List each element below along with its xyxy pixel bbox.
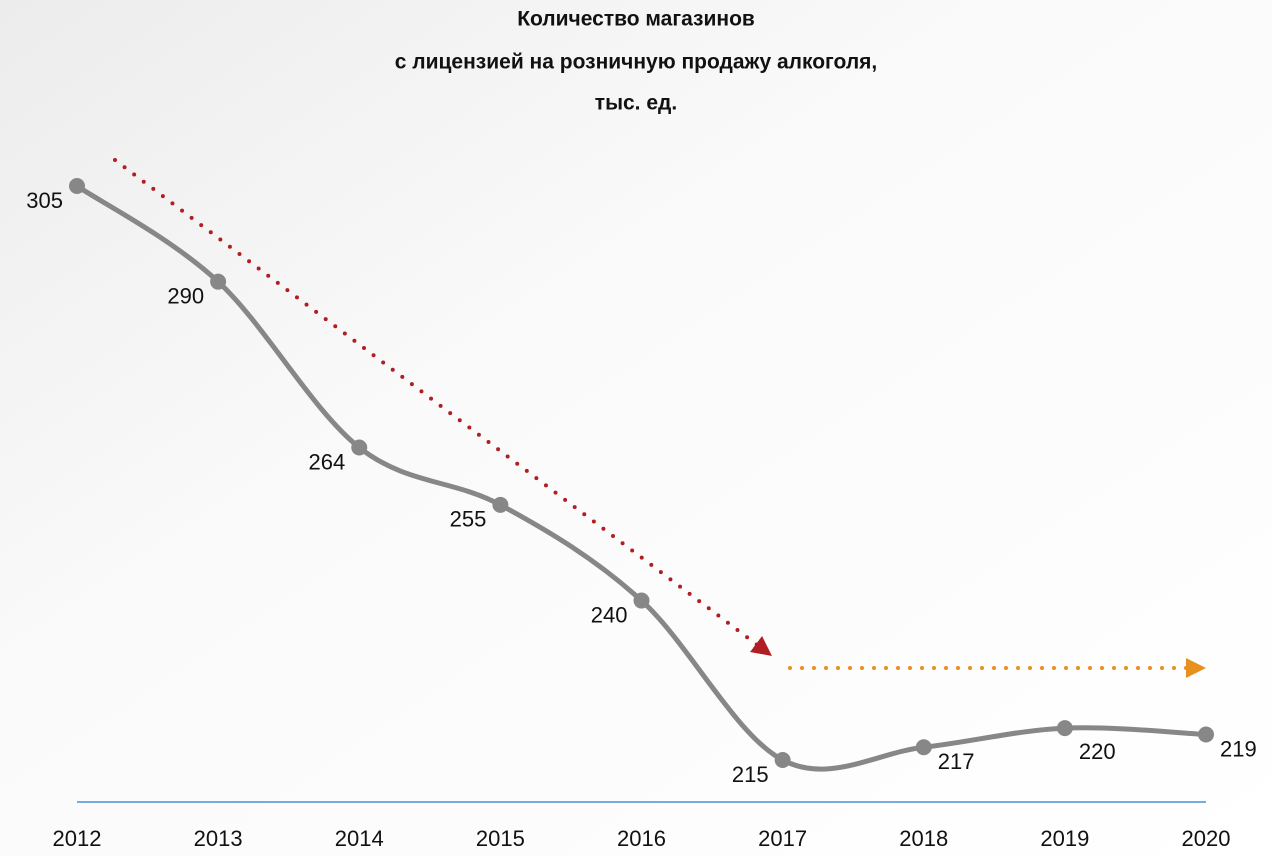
data-label: 217 (938, 749, 975, 774)
line (75, 183, 1207, 772)
point (633, 592, 650, 609)
point (492, 496, 509, 513)
x-tick-label: 2014 (335, 826, 384, 851)
chart-title: с лицензией на розничную продажу алкогол… (395, 51, 878, 74)
data-label: 264 (309, 449, 346, 474)
trend-arrow (113, 158, 772, 657)
point (774, 752, 791, 768)
data-label: 290 (167, 283, 204, 308)
chart-title: Количество магазинов (517, 8, 755, 31)
x-tick-label: 2012 (53, 826, 102, 851)
x-tick-label: 2013 (194, 826, 243, 851)
x-tick-label: 2015 (476, 826, 525, 851)
point (1198, 726, 1214, 743)
point (915, 739, 932, 756)
x-tick-label: 2016 (617, 826, 666, 851)
data-label: 215 (732, 762, 769, 787)
point (1056, 720, 1073, 737)
x-tick-label: 2017 (758, 826, 807, 851)
data-label: 219 (1220, 736, 1257, 761)
data-label: 220 (1079, 739, 1116, 764)
point (69, 178, 85, 194)
point (210, 273, 227, 290)
x-tick-label: 2020 (1182, 826, 1231, 851)
x-tick-label: 2019 (1040, 826, 1089, 851)
x-tick-label: 2018 (899, 826, 948, 851)
data-label: 255 (450, 507, 487, 532)
chart-title: тыс. ед. (595, 92, 677, 115)
data-label: 240 (591, 602, 628, 627)
point (351, 439, 368, 456)
data-label: 305 (26, 188, 63, 213)
